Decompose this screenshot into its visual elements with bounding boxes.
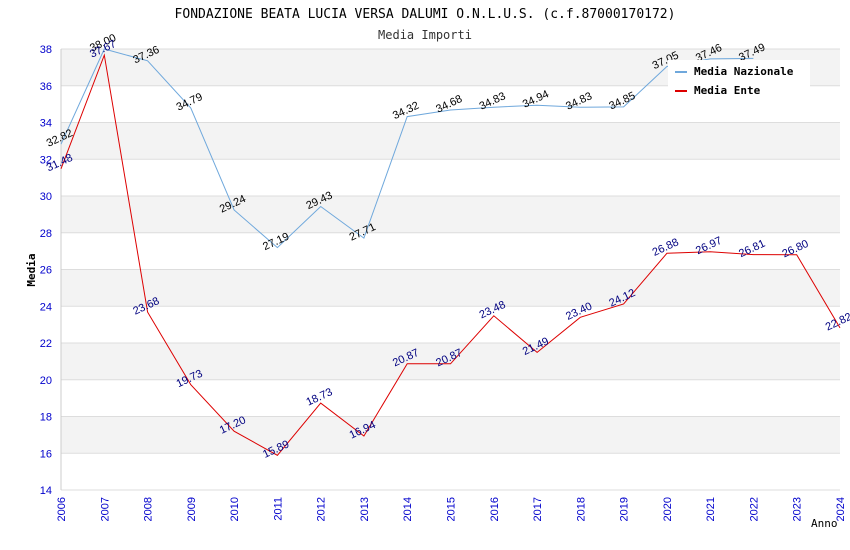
x-tick-label: 2014: [402, 497, 414, 521]
series-line-0: [60, 48, 754, 249]
y-tick-label: 32: [40, 154, 52, 166]
y-tick-label: 38: [40, 44, 52, 56]
plot-band: [61, 159, 840, 196]
plot-band: [61, 379, 840, 417]
y-tick-label: 18: [40, 412, 52, 424]
x-tick-label: 2008: [143, 497, 155, 521]
x-tick-label: 2012: [316, 497, 328, 521]
grid-lines: [60, 48, 840, 491]
y-tick-label: 20: [40, 375, 52, 387]
plot-band: [61, 196, 840, 233]
y-tick-label: 16: [40, 448, 52, 460]
plot-band: [61, 453, 840, 490]
y-tick-label: 22: [40, 338, 52, 350]
x-tick-label: 2023: [792, 497, 804, 521]
x-tick-label: 2018: [575, 497, 587, 521]
x-axis-label: Anno: [811, 517, 838, 530]
x-tick-label: 2007: [99, 497, 111, 521]
x-tick-label: 2021: [705, 497, 717, 521]
legend-label-media-ente: Media Ente: [694, 84, 761, 97]
legend-background: [668, 60, 810, 102]
y-axis-label: Media: [25, 253, 38, 286]
x-tick-label: 2019: [619, 497, 631, 521]
chart-legend: Media Nazionale Media Ente: [668, 60, 810, 102]
x-tick-label: 2016: [489, 497, 501, 521]
x-tick-label: 2024: [835, 497, 847, 521]
x-tick-label: 2010: [229, 497, 241, 521]
series-line-1: [60, 53, 841, 456]
y-axis-ticks: 14 16 18 20 22 24 26 28 30 32 34 36 38: [40, 44, 52, 497]
chart-subtitle: Media Importi: [378, 28, 472, 42]
plot-band: [61, 343, 840, 380]
x-axis-ticks: 2006 2007 2008 2009 2010 2011 2012 2013 2014 2015…: [56, 497, 847, 521]
x-tick-label: 2017: [532, 497, 544, 521]
y-tick-label: 14: [40, 485, 52, 497]
y-tick-label: 24: [40, 301, 52, 313]
x-tick-label: 2015: [446, 497, 458, 521]
chart-title: FONDAZIONE BEATA LUCIA VERSA DALUMI O.N.…: [175, 7, 676, 22]
series-lines: [60, 48, 841, 456]
plot-band: [61, 269, 840, 307]
plot-band: [61, 122, 840, 160]
y-tick-label: 30: [40, 191, 52, 203]
plot-band: [61, 306, 840, 343]
y-tick-label: 34: [40, 118, 52, 130]
x-tick-label: 2006: [56, 497, 68, 521]
y-tick-label: 36: [40, 81, 52, 93]
plot-band: [61, 232, 840, 270]
plot-bands: [61, 49, 840, 490]
plot-band: [61, 416, 840, 454]
legend-label-media-nazionale: Media Nazionale: [694, 65, 794, 78]
x-tick-label: 2020: [662, 497, 674, 521]
x-tick-label: 2013: [359, 497, 371, 521]
y-tick-label: 28: [40, 228, 52, 240]
x-tick-label: 2022: [748, 497, 760, 521]
x-tick-label: 2009: [186, 497, 198, 521]
y-tick-label: 26: [40, 265, 52, 277]
x-tick-label: 2011: [272, 497, 284, 521]
